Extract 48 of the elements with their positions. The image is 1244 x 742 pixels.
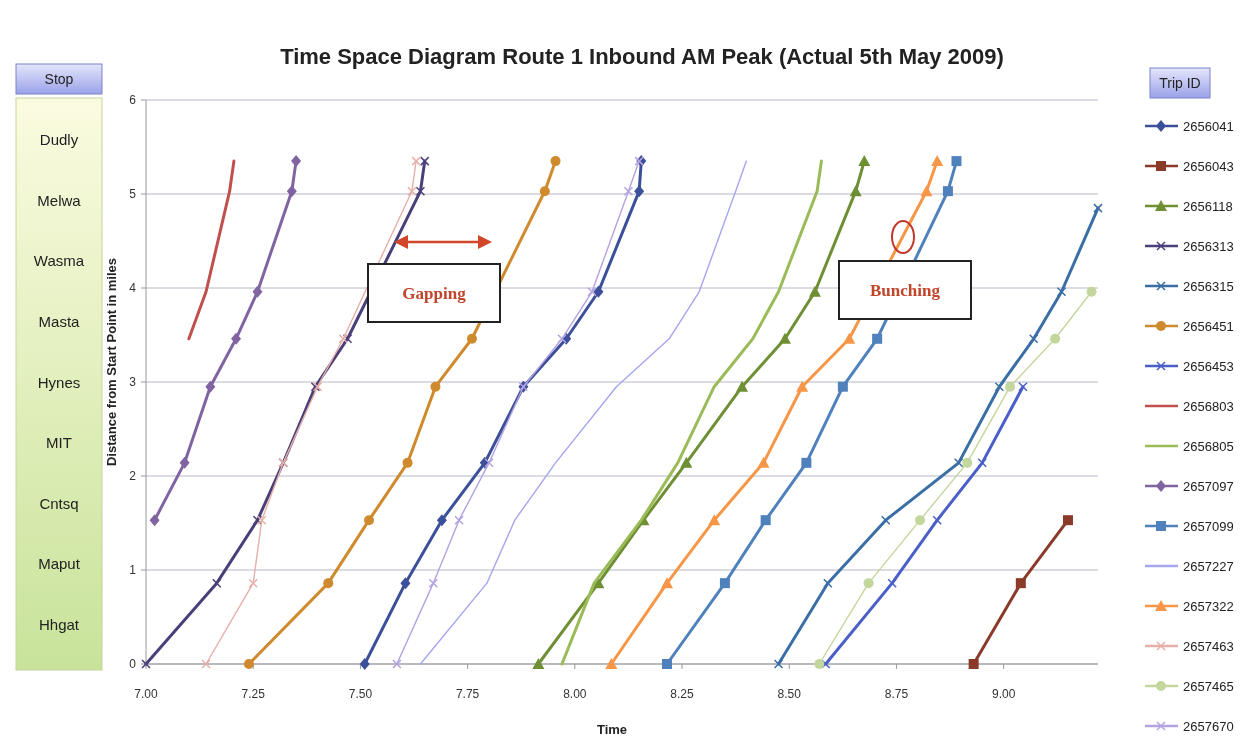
y-tick-label: 3 (129, 375, 137, 389)
y-tick-label: 1 (129, 563, 137, 577)
text: Hhgat (38, 616, 80, 633)
legend-label: 2657099 (1183, 519, 1234, 534)
legend-label: 2657670 (1183, 719, 1234, 734)
legend-label: 2657463 (1183, 639, 1234, 654)
x-tick-label: 8.25 (670, 687, 695, 701)
y-tick-label: 5 (129, 187, 137, 201)
legend-title: Trip ID (1159, 75, 1201, 91)
annotation: Gapping (402, 284, 467, 303)
text: Melwa (37, 191, 82, 209)
x-tick-label: 8.75 (884, 687, 909, 701)
text: Stop (44, 71, 74, 87)
legend-label: 2656041 (1183, 119, 1234, 134)
legend-label: 2656451 (1183, 319, 1234, 334)
legend-label: 2657227 (1183, 559, 1234, 574)
text: MIT (46, 434, 72, 452)
x-axis-title: Time (596, 722, 628, 737)
annotation: Bunching (870, 281, 941, 300)
text: Cntsq (39, 494, 79, 512)
legend-label: 2656803 (1183, 399, 1234, 414)
chart-title: Time Space Diagram Route 1 Inbound AM Peak (Actual 5th May 2009) (280, 44, 1004, 69)
text: Dudly (39, 131, 79, 148)
legend-label: 2656453 (1183, 359, 1234, 374)
legend-label: 2656118 (1183, 199, 1233, 214)
legend-label: 2657465 (1183, 679, 1234, 694)
y-tick-label: 4 (129, 281, 137, 295)
legend-label: 2656043 (1183, 159, 1234, 174)
y-axis-title: Distance from Start Point in miles (104, 257, 119, 467)
x-tick-label: 7.00 (134, 687, 158, 701)
x-tick-label: 8.50 (777, 687, 802, 701)
legend-label: 2657322 (1183, 599, 1234, 614)
legend-label: 2656313 (1183, 239, 1234, 254)
x-tick-label: 7.75 (455, 687, 480, 701)
text: Wasma (33, 252, 85, 270)
legend-label: 2656805 (1183, 439, 1234, 454)
x-tick-label: 7.25 (241, 687, 266, 701)
text: Masta (38, 312, 81, 330)
y-tick-label: 0 (129, 657, 137, 671)
y-tick-label: 6 (129, 93, 137, 107)
legend-label: 2656315 (1183, 279, 1234, 294)
x-tick-label: 9.00 (991, 687, 1016, 701)
x-tick-label: 7.50 (348, 687, 373, 701)
legend-label: 2657097 (1183, 479, 1234, 494)
text: Maput (38, 555, 81, 573)
x-tick-label: 8.00 (563, 687, 587, 701)
y-tick-label: 2 (129, 469, 137, 483)
text: Hynes (37, 373, 81, 391)
